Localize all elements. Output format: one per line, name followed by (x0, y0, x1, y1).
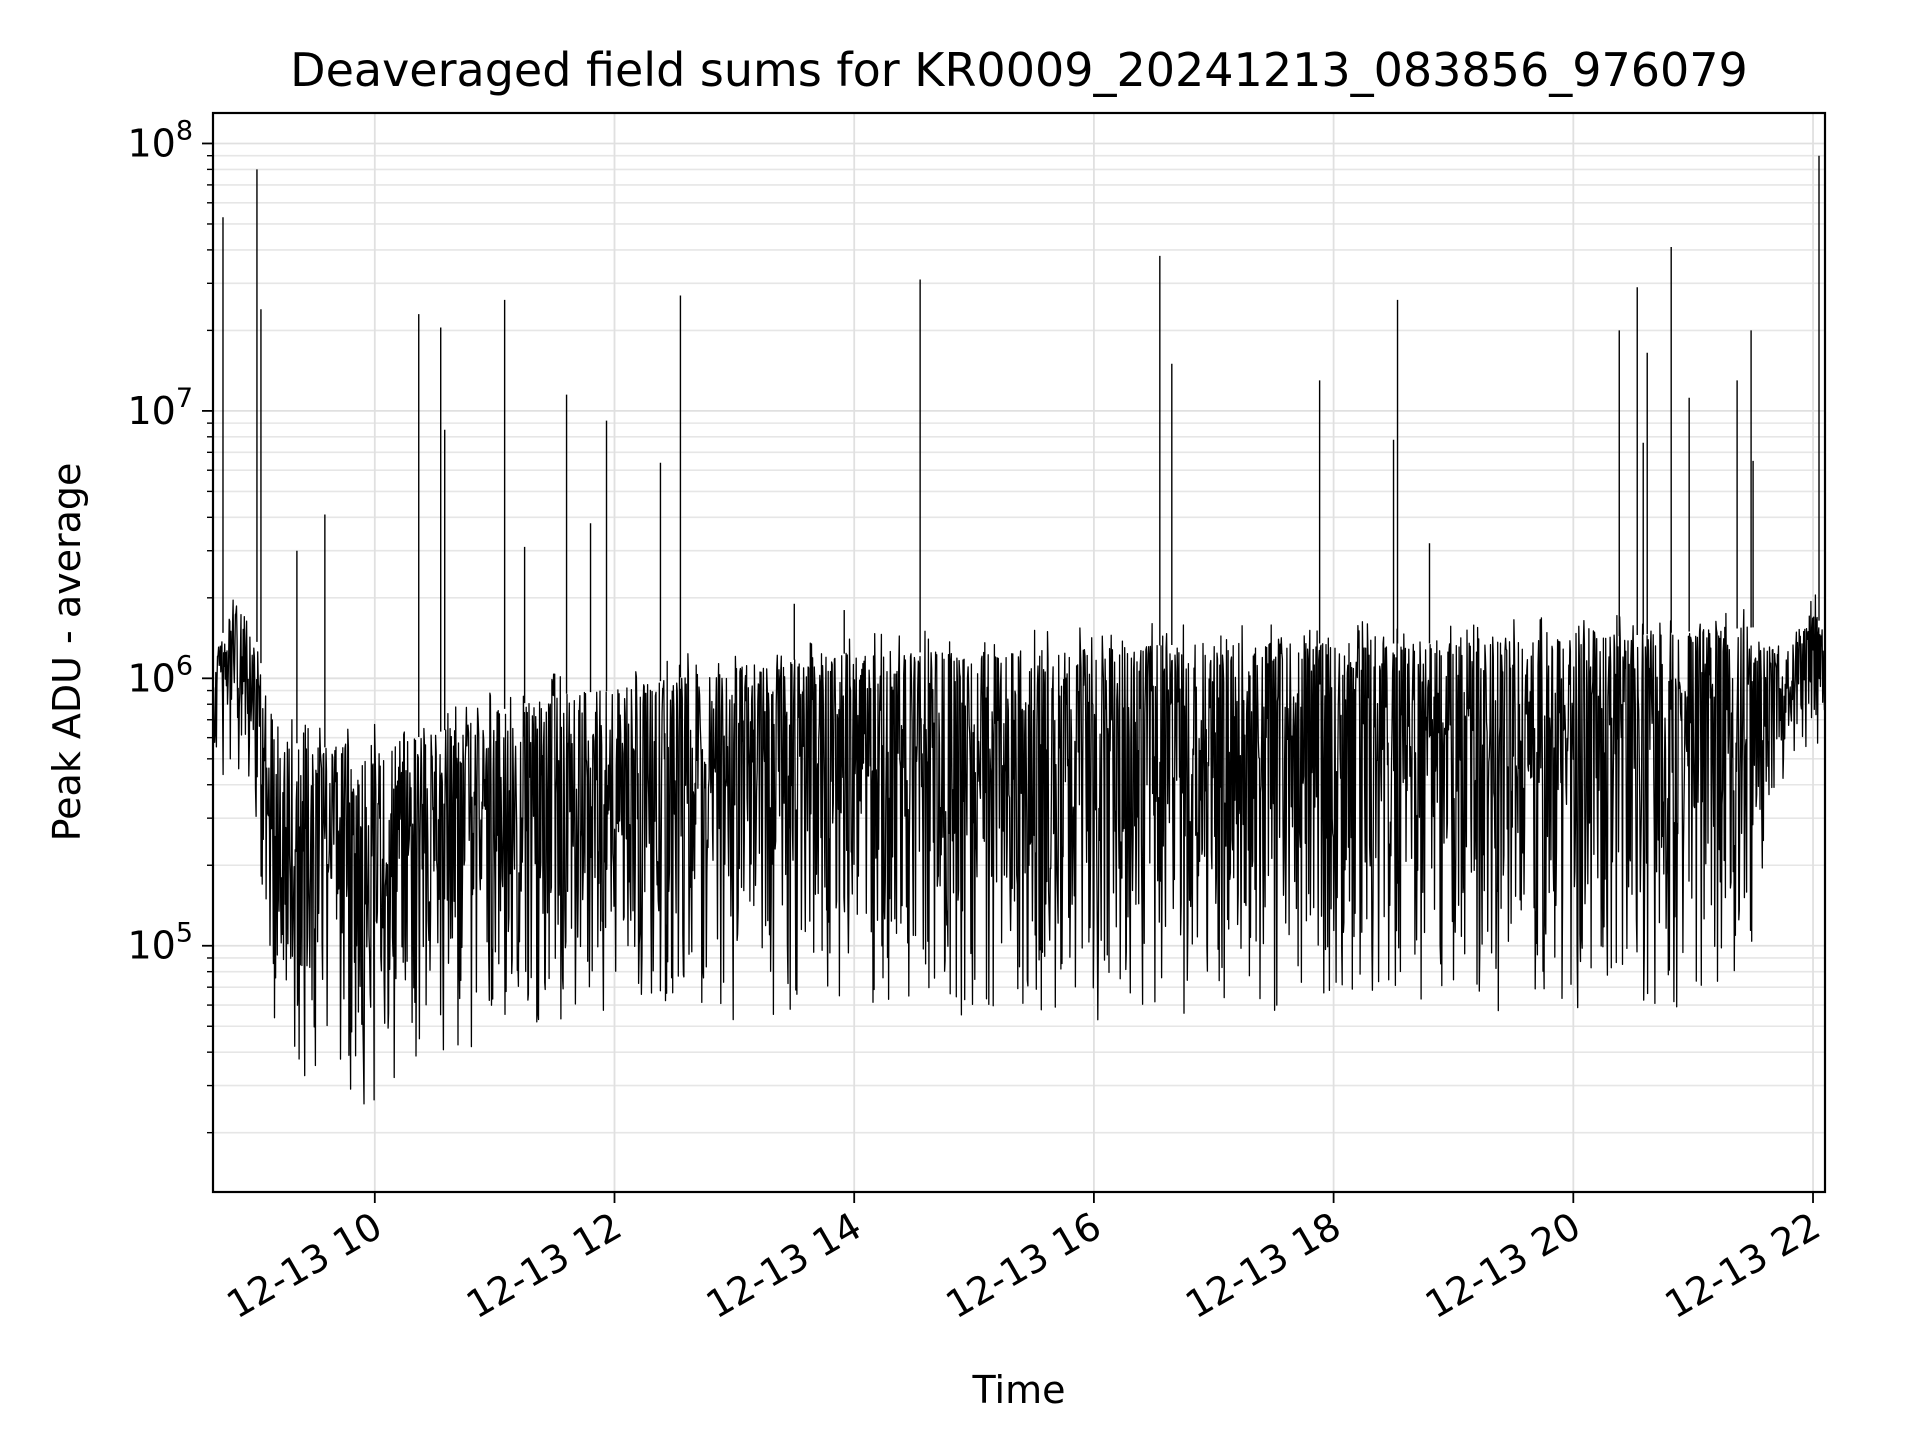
plot-frame (211, 111, 1827, 1194)
y-tick-label: 107 (127, 383, 193, 433)
series-line (213, 594, 1825, 1105)
plot-background (213, 113, 1825, 1192)
x-axis-label: Time (972, 1368, 1066, 1412)
chart-title: Deaveraged field sums for KR0009_2024121… (290, 43, 1748, 97)
y-axis-label: Peak ADU - average (45, 463, 89, 842)
y-tick-label: 106 (127, 650, 193, 700)
y-tick-label: 105 (127, 918, 193, 968)
data-layer (213, 155, 1825, 1105)
y-tick-label: 108 (127, 115, 193, 165)
